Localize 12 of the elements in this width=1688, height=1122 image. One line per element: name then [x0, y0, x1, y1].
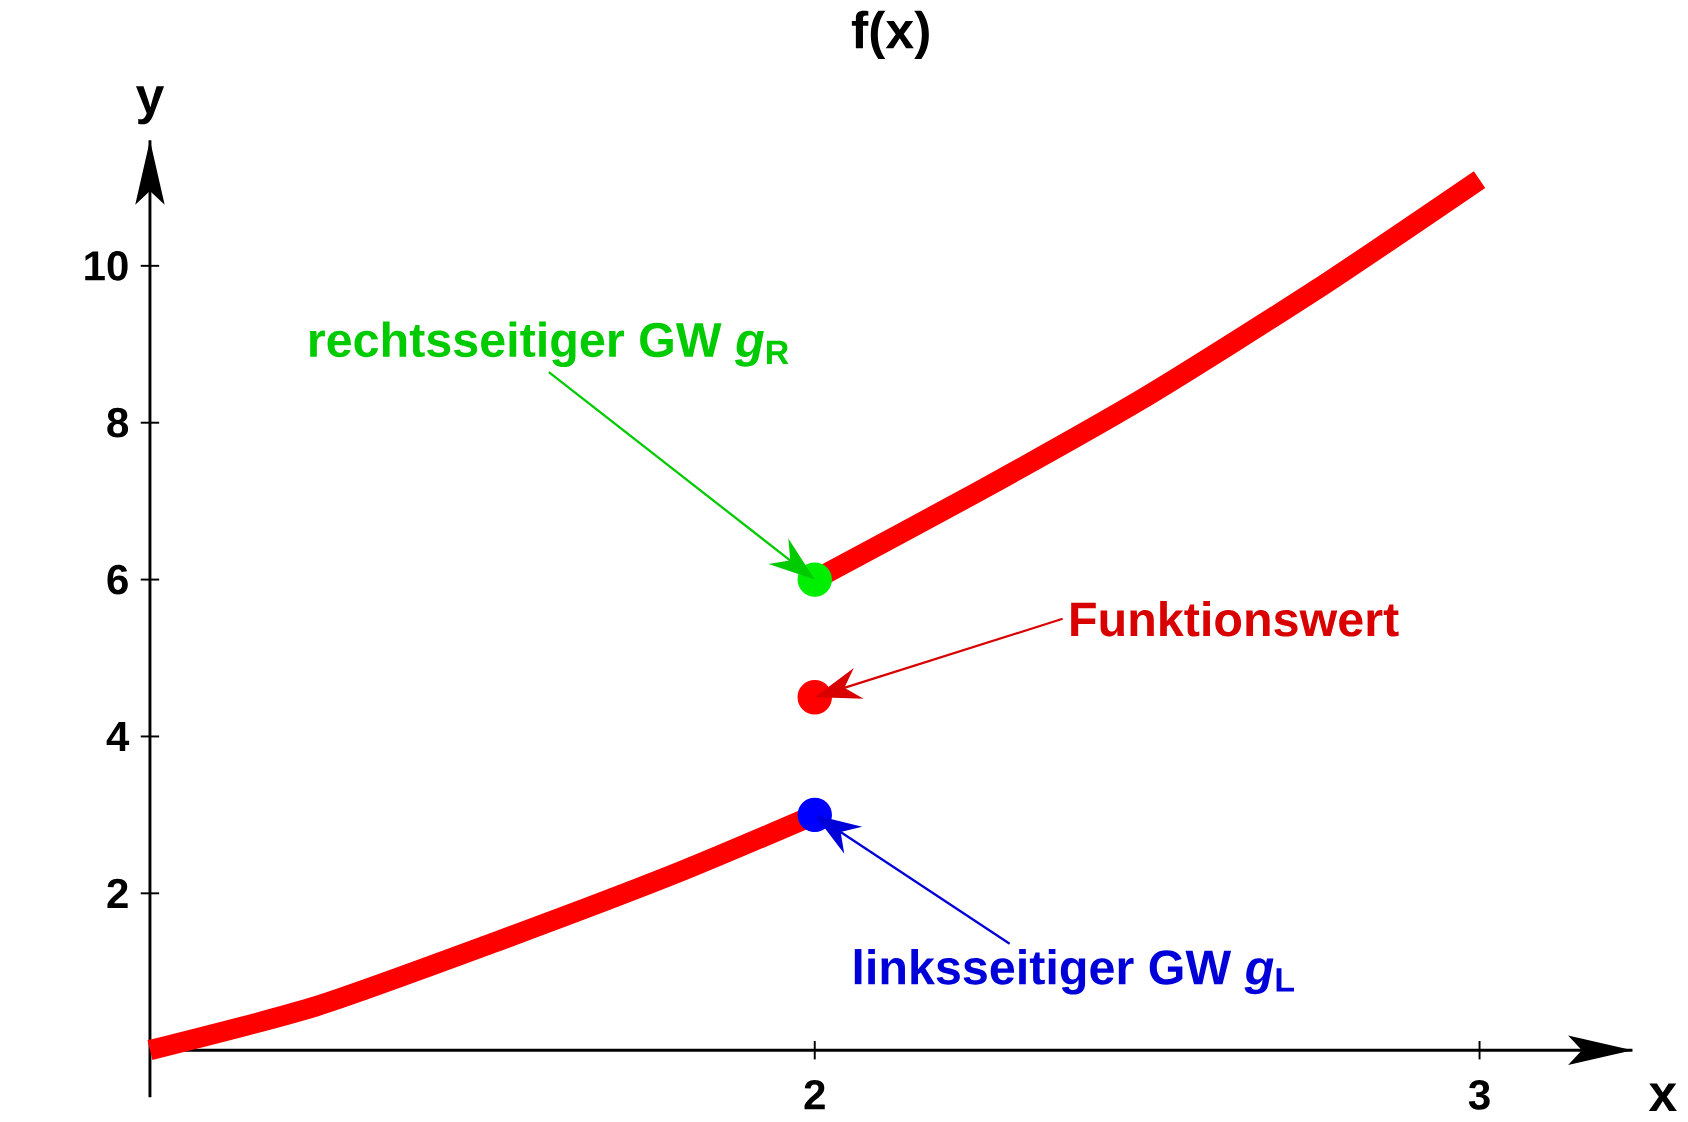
annotation: Funktionswert — [1071, 601, 1399, 637]
x-tick-label: 3 — [1468, 1080, 1490, 1110]
y-tick-label: 10 — [85, 251, 128, 281]
annotation: rechtsseitiger GW g$_{R}$ — [310, 321, 789, 368]
chart-title: f(x) — [851, 10, 929, 60]
y-axis-title: y — [135, 86, 165, 125]
annotation: linksseitiger GW g$_{L}$ — [854, 949, 1294, 995]
y-tick-label: 2 — [107, 878, 128, 909]
y-tick-label: 8 — [107, 407, 129, 438]
y-tick-label: 6 — [107, 564, 128, 595]
x-axis-title: x — [1648, 1083, 1677, 1112]
y-tick-label: 4 — [106, 722, 130, 752]
